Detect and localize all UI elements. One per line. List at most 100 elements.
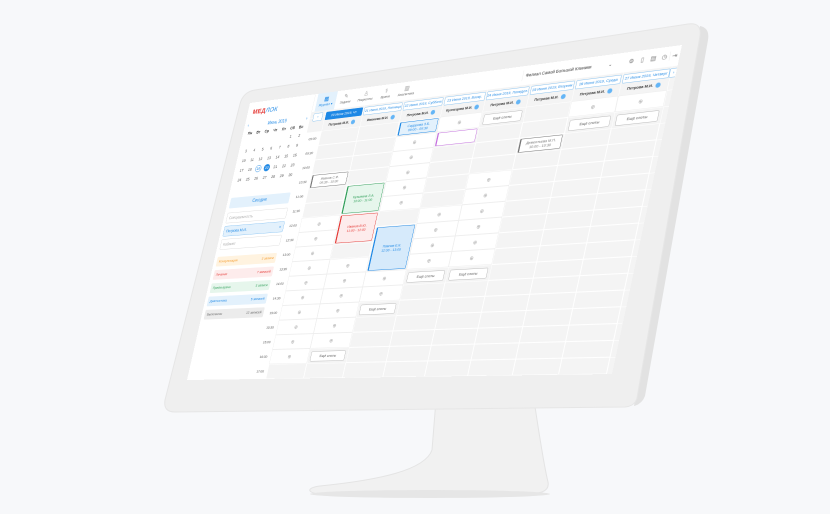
calendar-cell: 23 <box>287 161 297 169</box>
add-slot-icon: ⊕ <box>408 154 414 161</box>
add-slot-icon: ⊕ <box>482 192 488 199</box>
document-icon[interactable]: ▯ <box>640 55 645 64</box>
add-slot-icon: ⊕ <box>345 263 351 269</box>
calendar-icon[interactable] <box>430 109 436 115</box>
doctor-name: Петрова М.И. <box>533 94 560 103</box>
appointment-card[interactable]: Иванов В.Ю. 11:00 - 12:00 <box>334 212 378 244</box>
cabinet-input[interactable]: Кабинет <box>219 234 282 250</box>
calendar-cell: 16 <box>290 151 300 159</box>
schedule-grid: ‹ 20 Июня 2019, Чт 21 Июня 2019, Пятница 22… <box>247 65 679 380</box>
calendar-icon[interactable] <box>655 82 662 88</box>
empty-slot <box>349 330 393 348</box>
calendar-day[interactable]: 23 <box>290 162 296 168</box>
empty-slot <box>558 357 611 375</box>
calendar-day[interactable]: 2 <box>297 133 301 138</box>
nav-label: Журнал ▾ <box>318 101 333 108</box>
doctor-name: Петрова М.И. <box>626 83 654 91</box>
calendar-icon[interactable] <box>515 99 522 105</box>
doctor-name: Петрова М.И. <box>579 89 606 97</box>
empty-slot <box>515 341 566 360</box>
free-slot[interactable]: ⊕ <box>406 251 452 270</box>
empty-slot <box>519 325 570 343</box>
logout-icon[interactable]: ⇥ <box>668 50 681 61</box>
add-slot-icon: ⊕ <box>331 323 337 329</box>
calendar-day[interactable]: 9 <box>295 142 299 148</box>
more-slots-button[interactable]: Ещё слоты <box>448 267 489 281</box>
calendar-day[interactable]: 16 <box>292 152 298 158</box>
calendar-icon[interactable] <box>474 104 480 110</box>
logo[interactable]: МЕДЛОК <box>252 105 278 116</box>
doctor-chip-label: Петрова М.И. <box>225 227 248 234</box>
prev-month-button[interactable]: ‹ <box>247 123 250 129</box>
empty-slot <box>438 296 485 314</box>
calendar-icon[interactable] <box>350 119 356 125</box>
calendar-day[interactable]: 30 <box>287 172 293 178</box>
doctor-name: Петрова М.И. <box>489 100 515 108</box>
add-slot-icon: ⊕ <box>426 258 432 265</box>
appointment-card[interactable]: Кузьмина Л.А. 10:00 - 11:00 <box>341 182 385 214</box>
nav-label: Врачи <box>380 94 391 100</box>
empty-slot <box>474 326 523 345</box>
add-slot-icon: ⊕ <box>328 338 334 344</box>
doctor-name: Петрова М.И. <box>406 110 430 118</box>
legend-item[interactable]: Диагностика 5 записей <box>206 293 268 307</box>
calendar-icon[interactable] <box>606 88 613 94</box>
doctor-name: Иванова М.И. <box>366 115 389 123</box>
more-slots-button[interactable]: Ещё слоты <box>358 303 397 316</box>
close-icon[interactable]: × <box>278 224 282 230</box>
free-slot[interactable]: ⊕ <box>278 303 321 321</box>
legend-count: 3 записи <box>261 255 275 261</box>
free-slot[interactable]: ⊕ <box>448 248 496 268</box>
calendar-cell: 2 <box>294 131 304 139</box>
empty-slot <box>471 342 520 361</box>
add-slot-icon: ⊕ <box>293 324 299 331</box>
legend-label: Приём врача <box>212 284 231 290</box>
add-slot-icon: ⊕ <box>341 278 347 284</box>
add-slot-icon: ⊕ <box>479 208 485 215</box>
empty-slot <box>569 306 621 326</box>
calendar-cell: 30 <box>285 171 295 179</box>
empty-slot <box>522 308 573 327</box>
more-slots-button[interactable]: Ещё слоты <box>309 350 347 362</box>
more-slots-button[interactable]: Ещё слоты <box>406 270 446 283</box>
add-slot-icon: ⊕ <box>456 119 462 126</box>
free-slot[interactable]: ⊕ <box>310 332 353 349</box>
free-slot[interactable]: ⊕ <box>316 302 360 319</box>
next-month-button[interactable]: › <box>305 116 308 122</box>
calendar-icon[interactable] <box>560 93 567 100</box>
empty-slot <box>345 346 390 363</box>
doctor-name: Кузнецова М.И. <box>445 105 473 113</box>
empty-slot <box>427 344 475 361</box>
empty-slot <box>382 360 428 378</box>
nav-label: Задачи <box>339 99 351 105</box>
add-slot-icon: ⊕ <box>316 221 322 228</box>
calendar-icon[interactable] <box>389 114 396 120</box>
add-slot-icon: ⊕ <box>310 250 315 257</box>
legend-label: Консультация <box>218 258 238 264</box>
free-slot[interactable]: ⊕ <box>275 318 317 335</box>
legend-item[interactable]: Приём врача 3 записи <box>209 280 271 294</box>
free-slot[interactable]: ⊕ <box>359 284 404 303</box>
add-slot-icon: ⊕ <box>475 223 482 231</box>
free-slot[interactable]: ⊕ <box>313 317 356 334</box>
empty-slot <box>572 289 625 309</box>
empty-slot <box>477 310 527 329</box>
prev-date-button[interactable]: ‹ <box>312 112 324 122</box>
chevron-down-icon: ⌄ <box>608 61 613 68</box>
add-slot-icon: ⊕ <box>381 275 387 282</box>
legend-item[interactable]: Выполнено 12 записей <box>203 307 265 320</box>
legend-label: Выполнено <box>206 311 223 317</box>
free-slot[interactable]: ⊕ <box>272 333 314 350</box>
today-button[interactable]: Сегодня <box>228 192 291 209</box>
legend-item[interactable]: Лечение 7 записей <box>212 266 275 280</box>
print-icon[interactable]: ▤ <box>649 54 658 63</box>
weekday-label: Вс <box>298 124 304 130</box>
nav-label: Пациенты <box>357 96 374 103</box>
free-slot[interactable]: ⊕ <box>269 348 311 365</box>
settings-icon[interactable]: ⚙ <box>628 57 635 66</box>
empty-slot <box>431 328 478 346</box>
add-slot-icon: ⊕ <box>378 291 384 297</box>
legend-item[interactable]: Консультация 3 записи <box>215 252 278 267</box>
add-slot-icon: ⊕ <box>468 255 475 262</box>
empty-slot <box>396 298 442 316</box>
